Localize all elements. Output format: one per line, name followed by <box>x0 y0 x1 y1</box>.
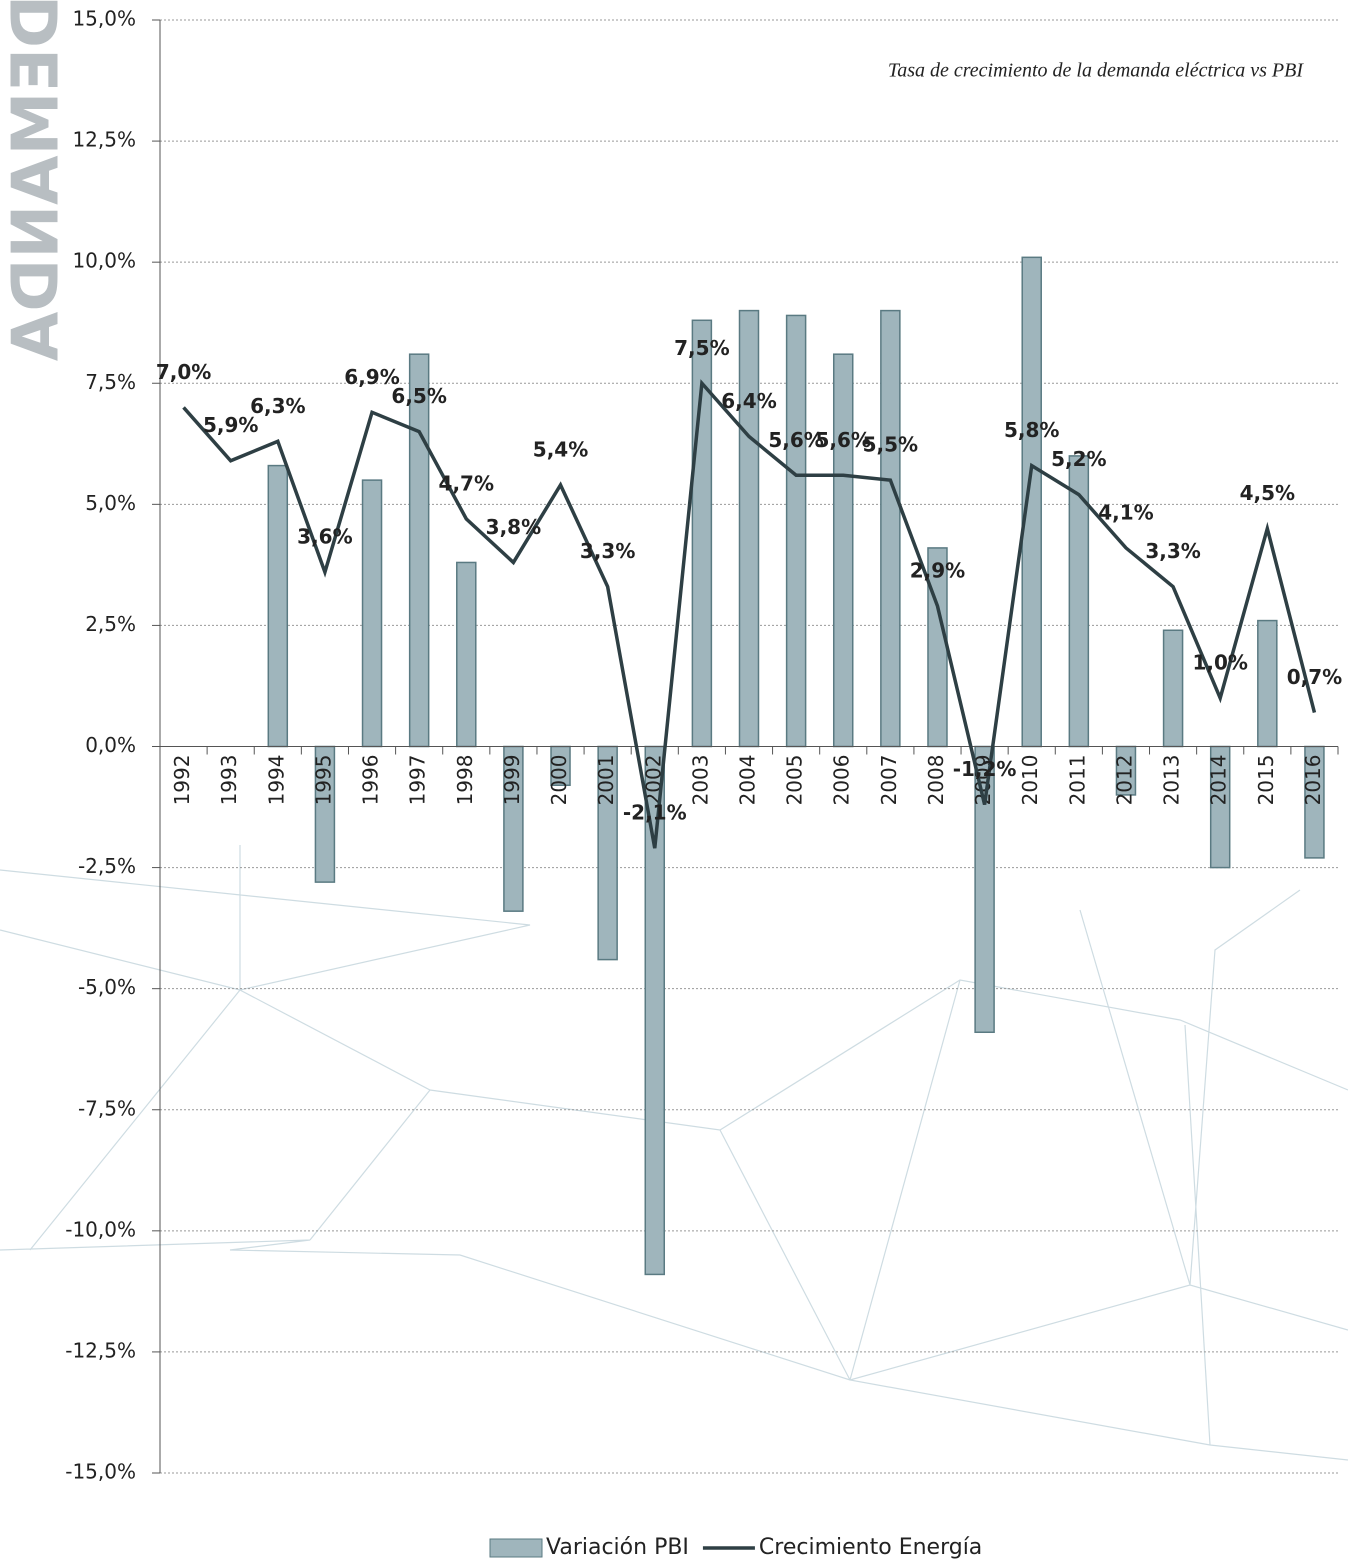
bar <box>832 353 854 748</box>
bar <box>267 464 289 748</box>
legend-label: Crecimiento Energía <box>759 1535 982 1560</box>
line <box>182 379 1317 849</box>
y-tick-label: 0,0% <box>85 733 136 757</box>
y-tick-label: 15,0% <box>72 7 136 31</box>
x-tick-label: 1996 <box>359 755 383 806</box>
data-label: 7,5% <box>674 336 729 360</box>
data-label: 5,2% <box>1051 447 1106 471</box>
bar <box>456 561 477 748</box>
bar <box>785 314 807 748</box>
x-tick-label: 1998 <box>453 755 477 806</box>
chart-title: Tasa de crecimiento de la demanda eléctr… <box>888 60 1304 82</box>
data-label: 6,3% <box>250 394 305 418</box>
data-label: 4,1% <box>1098 500 1153 524</box>
data-label: 6,4% <box>721 389 776 413</box>
x-tick-label: 2001 <box>594 755 618 806</box>
y-tick-label: 2,5% <box>85 612 136 636</box>
data-label: 5,4% <box>533 437 588 461</box>
x-tick-label: 1995 <box>311 755 335 806</box>
x-tick-label: 2013 <box>1160 755 1184 806</box>
legend-swatch <box>489 1538 543 1558</box>
x-tick-label: 1993 <box>217 755 241 806</box>
x-tick-label: 2016 <box>1301 755 1325 806</box>
y-tick-label: -5,0% <box>78 975 136 999</box>
x-tick-label: 1992 <box>170 755 194 806</box>
y-tick-label: 7,5% <box>85 370 136 394</box>
bar <box>1162 629 1184 748</box>
data-label: 3,8% <box>486 515 541 539</box>
bar <box>880 309 901 748</box>
data-label: 7,0% <box>156 360 211 384</box>
data-label: 5,5% <box>863 433 918 457</box>
data-label: 6,9% <box>344 365 399 389</box>
y-tick-label: 5,0% <box>85 491 136 515</box>
data-label: 1,0% <box>1192 651 1247 675</box>
data-label: 3,3% <box>1145 539 1200 563</box>
watermark: DEMANDA <box>0 0 74 362</box>
x-tick-label: 2005 <box>783 755 807 806</box>
bar <box>1068 455 1090 748</box>
data-label: 6,5% <box>391 384 446 408</box>
data-label: -2,1% <box>623 801 687 825</box>
x-tick-label: 2014 <box>1207 755 1231 806</box>
x-tick-label: 1997 <box>406 755 430 806</box>
x-tick-label: 2012 <box>1112 755 1136 806</box>
x-tick-label: 1994 <box>264 755 288 806</box>
x-tick-label: 1999 <box>500 755 524 806</box>
bar <box>1257 619 1278 748</box>
bar <box>408 353 430 748</box>
x-tick-label: 2004 <box>736 755 760 806</box>
y-tick-label: -12,5% <box>65 1338 136 1362</box>
y-tick-label: 10,0% <box>72 249 136 273</box>
data-label: -1,2% <box>953 757 1017 781</box>
x-tick-label: 2008 <box>924 755 948 806</box>
x-tick-label: 2011 <box>1065 755 1089 806</box>
data-label: 4,7% <box>439 471 494 495</box>
x-tick-label: 2003 <box>688 755 712 806</box>
y-tick-label: -10,0% <box>65 1217 136 1241</box>
data-label: 5,9% <box>203 413 258 437</box>
data-label: 2,9% <box>910 559 965 583</box>
x-tick-label: 2007 <box>877 755 901 806</box>
bar <box>361 479 383 748</box>
x-tick-label: 2015 <box>1254 755 1278 806</box>
bar <box>738 309 760 748</box>
y-tick-label: -7,5% <box>78 1096 136 1120</box>
x-tick-label: 2006 <box>830 755 854 806</box>
data-label: 0,7% <box>1287 665 1342 689</box>
data-label: 5,6% <box>768 428 823 452</box>
data-label: 3,3% <box>580 539 635 563</box>
x-tick-label: 2000 <box>547 755 571 806</box>
bar <box>644 745 666 1276</box>
legend-label: Variación PBI <box>546 1535 689 1560</box>
y-tick-label: -15,0% <box>65 1460 136 1484</box>
x-tick-label: 2010 <box>1018 755 1042 806</box>
y-tick-label: 12,5% <box>72 128 136 152</box>
y-tick-label: -2,5% <box>78 854 136 878</box>
data-label: 5,8% <box>1004 418 1059 442</box>
background-network <box>0 845 1348 1461</box>
data-label: 3,6% <box>297 525 352 549</box>
data-label: 4,5% <box>1240 481 1295 505</box>
data-label: 5,6% <box>816 428 871 452</box>
